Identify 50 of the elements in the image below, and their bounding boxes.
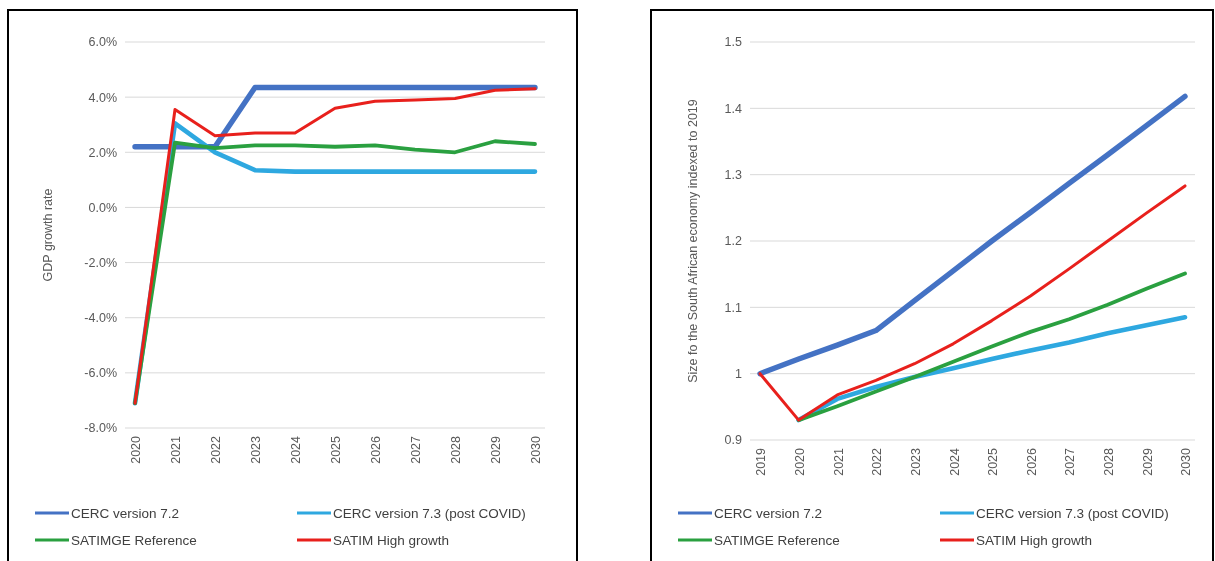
y-tick-label: 1.2: [724, 234, 743, 249]
y-tick-label: -6.0%: [84, 366, 117, 381]
y-tick-label: 2.0%: [88, 145, 117, 160]
x-tick-label: 2027: [409, 435, 424, 464]
legend-label: CERC version 7.2: [71, 505, 180, 521]
x-tick-label: 2028: [449, 435, 464, 464]
x-tick-label: 2022: [209, 435, 224, 464]
x-tick-label: 2026: [1024, 447, 1039, 476]
x-tick-label: 2029: [489, 435, 504, 464]
y-tick-label: 1.5: [724, 35, 743, 50]
y-tick-label: 6.0%: [88, 35, 117, 50]
x-tick-label: 2029: [1140, 447, 1155, 476]
y-axis-title: Size fo the South African economy indexed to 2019: [686, 99, 700, 383]
x-tick-label: 2023: [908, 447, 923, 476]
x-tick-label: 2024: [947, 447, 962, 476]
y-tick-label: 1: [735, 367, 743, 382]
legend-label: CERC version 7.2: [714, 505, 823, 521]
x-tick-label: 2030: [1179, 447, 1194, 476]
y-tick-label: 0.9: [724, 433, 743, 448]
y-tick-label: -4.0%: [84, 311, 117, 326]
x-tick-label: 2019: [754, 447, 769, 476]
y-tick-label: 1.4: [724, 101, 743, 116]
x-tick-label: 2023: [249, 435, 264, 464]
legend-label: SATIMGE Reference: [71, 532, 197, 548]
y-axis-title: GDP growth rate: [41, 188, 55, 282]
x-tick-label: 2020: [793, 447, 808, 476]
y-tick-label: -8.0%: [84, 421, 117, 436]
x-tick-label: 2027: [1063, 447, 1078, 476]
line-series: [796, 271, 1187, 422]
y-tick-label: 4.0%: [88, 90, 117, 105]
legend-label: SATIM High growth: [976, 532, 1093, 548]
x-tick-label: 2024: [289, 435, 304, 464]
x-tick-label: 2028: [1102, 447, 1117, 476]
x-tick-label: 2025: [986, 447, 1001, 476]
y-tick-label: -2.0%: [84, 255, 117, 270]
legend-label: CERC version 7.3 (post COVID): [976, 505, 1169, 521]
legend-label: SATIMGE Reference: [714, 532, 840, 548]
y-tick-label: 0.0%: [88, 200, 117, 215]
legend-label: SATIM High growth: [333, 532, 450, 548]
x-tick-label: 2021: [831, 447, 846, 476]
legend-label: CERC version 7.3 (post COVID): [333, 505, 526, 521]
y-tick-label: 1.1: [724, 300, 743, 315]
x-tick-label: 2020: [129, 435, 144, 464]
x-tick-label: 2030: [529, 435, 544, 464]
line-series: [758, 184, 1187, 422]
x-tick-label: 2022: [870, 447, 885, 476]
x-tick-label: 2025: [329, 435, 344, 464]
x-tick-label: 2021: [169, 435, 184, 464]
x-tick-label: 2026: [369, 435, 384, 464]
y-tick-label: 1.3: [724, 168, 743, 183]
